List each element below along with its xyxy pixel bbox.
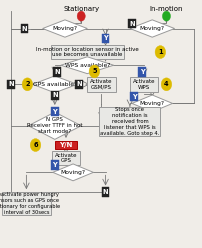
- Text: Y/N: Y/N: [59, 142, 72, 148]
- FancyBboxPatch shape: [51, 91, 58, 100]
- Text: Y: Y: [52, 109, 57, 115]
- FancyBboxPatch shape: [51, 107, 58, 116]
- FancyBboxPatch shape: [55, 141, 77, 149]
- Polygon shape: [131, 95, 172, 112]
- Text: 1: 1: [157, 49, 162, 55]
- Text: N: N: [102, 189, 108, 195]
- Text: Y: Y: [52, 162, 57, 168]
- FancyBboxPatch shape: [7, 80, 15, 89]
- Text: Activate
GPS: Activate GPS: [55, 153, 77, 163]
- Polygon shape: [32, 76, 77, 93]
- FancyBboxPatch shape: [75, 80, 83, 89]
- FancyBboxPatch shape: [138, 67, 145, 77]
- Text: Activate
GSM/PS: Activate GSM/PS: [90, 79, 112, 90]
- Text: 2: 2: [25, 81, 29, 87]
- Circle shape: [30, 139, 41, 152]
- Text: In-motion: In-motion: [149, 6, 182, 12]
- FancyBboxPatch shape: [2, 192, 50, 215]
- Text: N: N: [76, 81, 82, 87]
- Text: N: N: [52, 93, 57, 98]
- Text: Moving?: Moving?: [60, 170, 85, 175]
- FancyBboxPatch shape: [52, 151, 80, 165]
- FancyBboxPatch shape: [20, 24, 28, 33]
- Text: GPS available?: GPS available?: [33, 82, 77, 87]
- Circle shape: [22, 78, 33, 91]
- Text: Y: Y: [139, 69, 144, 75]
- Polygon shape: [53, 164, 93, 181]
- Circle shape: [89, 65, 99, 78]
- FancyBboxPatch shape: [101, 34, 109, 43]
- Text: N GPS
Receiver TTFF in hot
start mode?: N GPS Receiver TTFF in hot start mode?: [27, 118, 82, 134]
- Text: N: N: [21, 26, 27, 31]
- FancyBboxPatch shape: [101, 187, 109, 197]
- FancyBboxPatch shape: [53, 67, 60, 77]
- Text: Y: Y: [131, 94, 136, 100]
- FancyBboxPatch shape: [50, 45, 123, 59]
- Polygon shape: [42, 20, 87, 37]
- Text: Moving?: Moving?: [52, 26, 77, 31]
- Polygon shape: [28, 112, 81, 139]
- FancyBboxPatch shape: [87, 77, 115, 92]
- Polygon shape: [61, 57, 113, 74]
- Text: 5: 5: [92, 68, 96, 74]
- Text: N: N: [8, 81, 14, 87]
- FancyBboxPatch shape: [129, 77, 158, 92]
- Polygon shape: [129, 20, 174, 37]
- Text: Deactivate power hungry
sensors such as GPS once
stationary for configurable
int: Deactivate power hungry sensors such as …: [0, 192, 60, 215]
- Text: Stops once
notification is
received from
listener that WPS is
available. Goto st: Stops once notification is received from…: [100, 107, 159, 136]
- Text: 4: 4: [163, 81, 168, 87]
- FancyBboxPatch shape: [51, 160, 58, 170]
- Circle shape: [162, 11, 170, 21]
- Circle shape: [77, 11, 85, 21]
- FancyBboxPatch shape: [99, 107, 160, 136]
- Text: N: N: [128, 21, 134, 27]
- Text: Moving?: Moving?: [139, 26, 164, 31]
- Text: WPS available?: WPS available?: [64, 63, 109, 68]
- Text: 6: 6: [33, 142, 38, 148]
- Text: Moving?: Moving?: [139, 101, 164, 106]
- FancyBboxPatch shape: [129, 92, 137, 101]
- Text: Activate
WPS: Activate WPS: [132, 79, 155, 90]
- Text: Stationary: Stationary: [63, 6, 99, 12]
- Circle shape: [160, 78, 171, 91]
- Text: In-motion or location sensor in active
use becomes unavailable: In-motion or location sensor in active u…: [36, 47, 138, 58]
- Text: N: N: [54, 69, 59, 75]
- FancyBboxPatch shape: [127, 19, 135, 28]
- Circle shape: [154, 46, 165, 59]
- Text: Y: Y: [103, 35, 107, 41]
